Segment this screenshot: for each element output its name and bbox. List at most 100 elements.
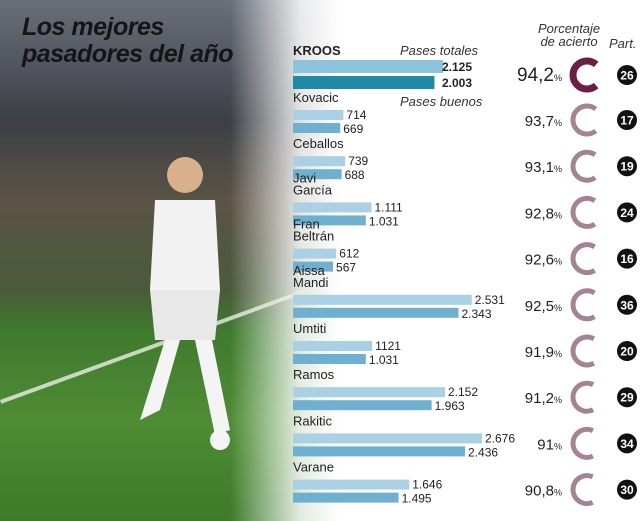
legend-good-label: Pases buenos [400, 94, 483, 109]
matches-count: 19 [620, 160, 634, 174]
matches-badge [617, 433, 637, 454]
accuracy-percent-label: 91,9% [525, 344, 562, 361]
good-passes-bar [293, 492, 399, 503]
accuracy-ring [570, 149, 597, 183]
matches-count: 16 [620, 252, 634, 266]
total-passes-label: 2.125 [442, 60, 472, 74]
good-passes-label: 567 [336, 261, 356, 275]
total-passes-label: 739 [348, 154, 368, 168]
matches-count: 29 [620, 391, 634, 405]
accuracy-percent-label: 93,7% [525, 113, 562, 130]
player-name: KROOS [293, 43, 341, 58]
good-passes-label: 669 [343, 122, 363, 136]
accuracy-percent-label: 94,2% [517, 65, 562, 86]
accuracy-ring [570, 288, 596, 322]
total-passes-bar [293, 341, 373, 351]
good-passes-label: 688 [345, 168, 365, 182]
matches-count: 26 [620, 69, 634, 83]
matches-badge [617, 294, 637, 315]
accuracy-percent-label: 93,1% [525, 159, 562, 176]
total-passes-label: 1.646 [412, 478, 442, 492]
accuracy-percent-label: 90,8% [525, 483, 562, 500]
matches-count: 30 [620, 483, 634, 497]
accuracy-ring [570, 195, 597, 229]
total-passes-bar [293, 202, 372, 213]
matches-count: 36 [620, 298, 634, 312]
matches-count: 24 [620, 206, 634, 220]
total-passes-bar [293, 294, 472, 305]
total-passes-label: 1121 [375, 339, 401, 353]
accuracy-ring [570, 334, 596, 368]
player-photo [140, 157, 230, 450]
percent-header-line-2: de acierto [540, 34, 598, 49]
player-name: Varane [293, 460, 334, 475]
total-passes-label: 2.676 [485, 431, 515, 445]
player-name: García [293, 182, 333, 197]
good-passes-bar [293, 215, 366, 226]
good-passes-label: 1.963 [435, 399, 465, 413]
accuracy-ring [570, 473, 594, 507]
good-passes-bar [293, 169, 342, 180]
matches-badge [617, 156, 637, 177]
total-passes-bar [293, 248, 337, 259]
good-passes-bar [293, 261, 334, 272]
total-passes-bar [293, 387, 445, 398]
matches-count: 17 [620, 114, 634, 128]
good-passes-bar [293, 123, 341, 133]
total-passes-bar [293, 110, 344, 120]
player-name: Fran [293, 217, 320, 232]
matches-count: 34 [620, 437, 634, 451]
player-name: Mandi [293, 275, 329, 290]
total-passes-bar [293, 433, 482, 444]
matches-badge [617, 387, 637, 408]
total-passes-label: 2.152 [448, 385, 478, 399]
total-passes-bar [293, 156, 346, 167]
good-passes-bar [293, 307, 459, 318]
title-line-1: Los mejores [22, 13, 164, 41]
player-name: Rakitic [293, 413, 333, 428]
good-passes-label: 2.003 [442, 76, 472, 90]
total-passes-label: 1.111 [374, 200, 403, 214]
total-passes-label: 714 [346, 108, 366, 122]
good-passes-label: 2.436 [468, 445, 498, 459]
title-line-2: pasadores del año [22, 40, 234, 68]
good-passes-bar [293, 76, 435, 89]
accuracy-percent-label: 91% [537, 436, 562, 453]
good-passes-bar [293, 400, 432, 411]
total-passes-bar [293, 60, 444, 73]
player-name: Beltrán [293, 229, 334, 244]
accuracy-ring [570, 426, 594, 460]
accuracy-ring [569, 57, 599, 93]
matches-badge [617, 65, 637, 85]
good-passes-label: 1.031 [369, 353, 399, 367]
total-passes-label: 2.531 [475, 293, 505, 307]
matches-badge [617, 110, 637, 130]
legend-total-label: Pases totales [400, 43, 479, 58]
accuracy-ring [570, 380, 595, 414]
matches-header: Part. [609, 36, 637, 51]
total-passes-label: 612 [339, 247, 359, 261]
player-name: Kovacic [293, 90, 339, 105]
player-name: Aissa [293, 263, 326, 278]
good-passes-label: 1.495 [402, 492, 432, 506]
matches-badge [617, 202, 637, 223]
good-passes-label: 1.031 [369, 214, 399, 228]
good-passes-bar [293, 354, 366, 364]
accuracy-ring [570, 242, 596, 276]
accuracy-percent-label: 92,8% [525, 205, 562, 222]
matches-count: 20 [620, 345, 634, 359]
page-title: Los mejores pasadores del año [22, 13, 234, 68]
percent-header-line-1: Porcentaje [538, 21, 601, 36]
accuracy-ring [570, 103, 598, 137]
good-passes-label: 2.343 [461, 307, 491, 321]
player-name: Ceballos [293, 136, 344, 151]
player-name: Javi [293, 170, 316, 185]
good-passes-bar [293, 446, 466, 457]
matches-badge [617, 248, 637, 269]
matches-badge [617, 479, 637, 500]
player-name: Ramos [293, 367, 335, 382]
accuracy-percent-label: 92,5% [525, 298, 562, 315]
total-passes-bar [293, 479, 410, 490]
accuracy-percent-label: 92,6% [525, 252, 562, 269]
